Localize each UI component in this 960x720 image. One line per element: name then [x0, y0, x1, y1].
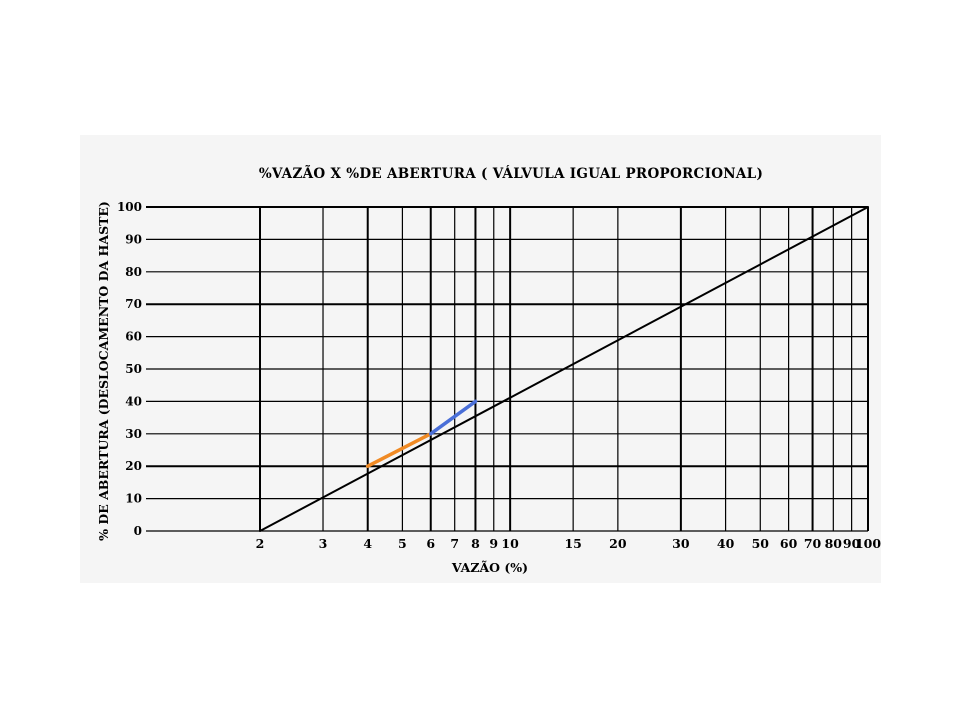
y-tick-labels: 0 10 20 30 40 50 60 70 80 90 100	[117, 200, 142, 538]
series-line-1	[259, 206, 869, 532]
chart: %VAZÃO X %DE ABERTURA ( VÁLVULA IGUAL PR…	[96, 166, 881, 575]
x-tick-label-50: 50	[752, 536, 770, 551]
x-tick-label-8: 8	[471, 536, 480, 551]
x-tick-label-10: 10	[501, 536, 519, 551]
x-tick-label-4: 4	[363, 536, 372, 551]
x-tick-label-5: 5	[398, 536, 407, 551]
chart-panel: %VAZÃO X %DE ABERTURA ( VÁLVULA IGUAL PR…	[80, 135, 881, 583]
y-axis-label: % DE ABERTURA (DESLOCAMENTO DA HASTE)	[96, 201, 111, 541]
x-tick-label-6: 6	[426, 536, 435, 551]
x-tick-label-80: 80	[825, 536, 843, 551]
x-tick-label-100: 100	[855, 536, 881, 551]
x-tick-label-3: 3	[319, 536, 328, 551]
x-tick-label-40: 40	[717, 536, 735, 551]
x-tick-label-2: 2	[256, 536, 265, 551]
y-tick-label-100: 100	[117, 200, 142, 214]
y-tick-label-30: 30	[125, 427, 142, 441]
x-tick-label-30: 30	[672, 536, 690, 551]
x-tick-label-90: 90	[843, 536, 861, 551]
y-tick-label-10: 10	[125, 492, 142, 506]
y-tick-label-50: 50	[125, 362, 142, 376]
y-tick-label-60: 60	[125, 330, 142, 344]
grid	[146, 206, 869, 532]
y-tick-label-20: 20	[125, 459, 142, 473]
x-tick-label-7: 7	[450, 536, 459, 551]
x-tick-label-60: 60	[780, 536, 798, 551]
x-axis-label: VAZÃO (%)	[451, 560, 528, 575]
y-tick-label-70: 70	[125, 297, 142, 311]
y-tick-label-0: 0	[134, 524, 142, 538]
y-tick-label-90: 90	[125, 232, 142, 246]
y-tick-label-80: 80	[125, 265, 142, 279]
series-lines	[259, 206, 869, 532]
series-line-3	[428, 399, 478, 436]
x-tick-label-15: 15	[564, 536, 581, 551]
x-tick-label-70: 70	[804, 536, 822, 551]
y-tick-label-40: 40	[125, 394, 142, 408]
chart-title: %VAZÃO X %DE ABERTURA ( VÁLVULA IGUAL PR…	[259, 166, 763, 182]
x-tick-label-20: 20	[609, 536, 627, 551]
series-line-2	[365, 432, 433, 468]
x-tick-label-9: 9	[489, 536, 498, 551]
